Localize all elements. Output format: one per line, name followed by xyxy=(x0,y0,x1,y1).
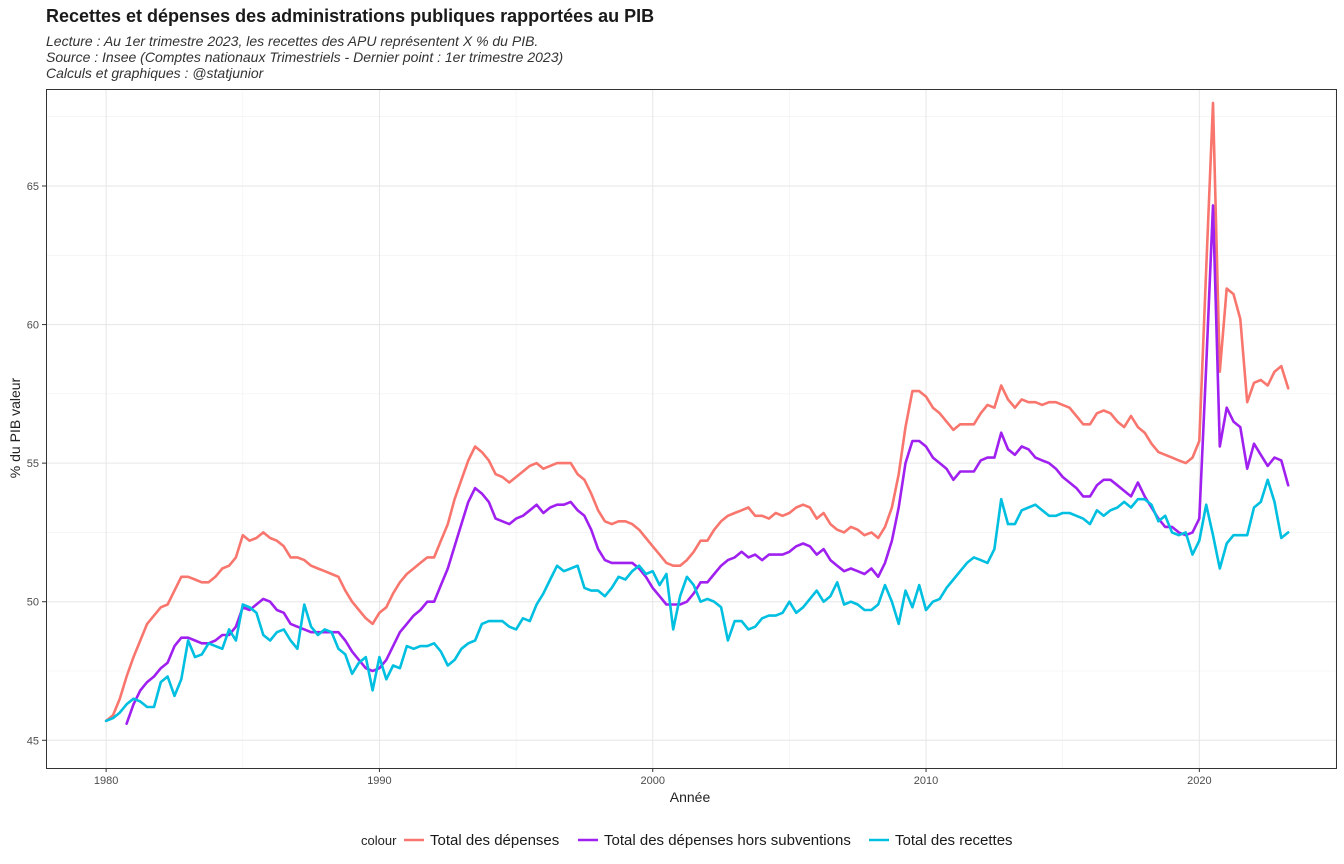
y-tick-label: 60 xyxy=(27,320,39,332)
legend-label-2: Total des dépenses hors subventions xyxy=(604,832,851,849)
chart-title: Recettes et dépenses des administrations… xyxy=(46,6,655,26)
y-tick-label: 50 xyxy=(27,597,39,609)
legend-label-1: Total des dépenses xyxy=(430,832,559,849)
legend-label-3: Total des recettes xyxy=(895,832,1013,849)
series-line-1 xyxy=(104,101,1290,723)
grid-lines xyxy=(46,89,1337,768)
x-tick-label: 2000 xyxy=(640,775,664,787)
series-line-2 xyxy=(125,204,1290,725)
y-axis-title: % du PIB valeur xyxy=(7,377,23,478)
series-line-3 xyxy=(104,478,1290,723)
legend: colour Total des dépenses Total des dépen… xyxy=(361,832,1013,849)
x-tick-label: 1990 xyxy=(367,775,391,787)
y-tick-label: 45 xyxy=(27,735,39,747)
x-axis-title: Année xyxy=(670,789,711,805)
y-axis-ticks: 45 50 55 60 65 xyxy=(27,181,46,747)
y-tick-label: 55 xyxy=(27,458,39,470)
x-axis-ticks: 1980 1990 2000 2010 2020 xyxy=(94,768,1212,787)
y-tick-label: 65 xyxy=(27,181,39,193)
legend-title: colour xyxy=(361,833,397,848)
subtitle-credits: Calculs et graphiques : @statjunior xyxy=(46,65,264,81)
plot-panel-border xyxy=(46,89,1337,769)
x-tick-label: 2010 xyxy=(914,775,938,787)
subtitle-source: Source : Insee (Comptes nationaux Trimes… xyxy=(46,49,564,65)
x-tick-label: 2020 xyxy=(1187,775,1211,787)
subtitle-reading: Lecture : Au 1er trimestre 2023, les rec… xyxy=(46,33,539,49)
x-tick-label: 1980 xyxy=(94,775,118,787)
series-lines xyxy=(104,101,1290,725)
